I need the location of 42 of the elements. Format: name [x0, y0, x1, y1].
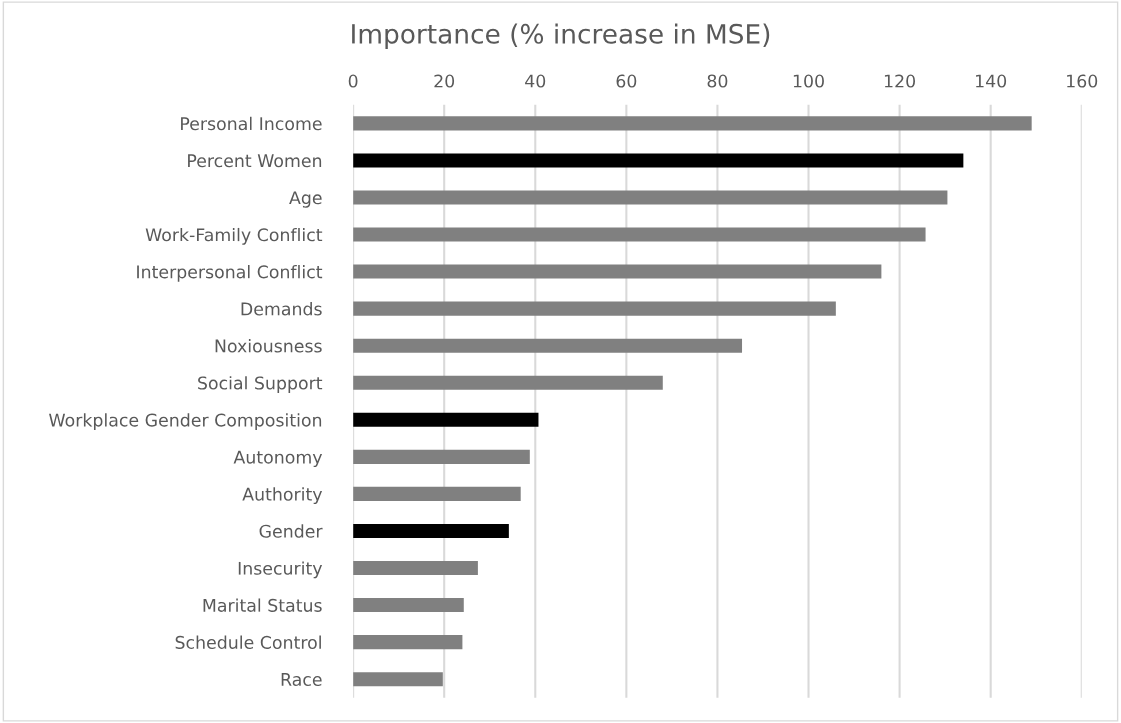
- y-tick-label: Personal Income: [181, 116, 322, 131]
- bar: [353, 301, 836, 316]
- x-tick-label: 140: [976, 74, 1007, 88]
- bar: [353, 523, 509, 538]
- x-tick-label: 40: [525, 74, 546, 88]
- y-tick-label: Social Support: [198, 376, 323, 393]
- bar: [353, 264, 882, 279]
- y-tick-label: Schedule Control: [175, 635, 321, 649]
- bar: [353, 375, 663, 390]
- bar: [353, 338, 743, 353]
- chart-title: Importance (% increase in MSE): [352, 23, 770, 49]
- y-tick-label: Age: [289, 191, 322, 208]
- y-tick-label: Interpersonal Conflict: [137, 264, 323, 282]
- x-tick-label: 60: [616, 74, 637, 88]
- bar: [353, 486, 521, 501]
- x-tick-label: 160: [1067, 74, 1098, 88]
- bar: [353, 116, 1032, 131]
- y-tick-label: Race: [281, 673, 322, 687]
- y-tick-label: Gender: [259, 524, 323, 538]
- x-tick-label: 20: [434, 74, 455, 88]
- x-tick-label: 0: [348, 74, 358, 88]
- bar: [353, 449, 530, 464]
- bar: [353, 598, 464, 613]
- y-tick-label: Autonomy: [233, 450, 323, 468]
- bar: [353, 560, 478, 576]
- y-tick-label: Workplace Gender Composition: [49, 413, 322, 430]
- bar: [353, 153, 964, 168]
- y-tick-label: Authority: [242, 487, 323, 505]
- bar: [353, 412, 539, 427]
- y-tick-label: Marital Status: [203, 598, 322, 612]
- x-tick-label: 80: [707, 74, 728, 88]
- y-tick-label: Demands: [241, 302, 322, 316]
- bar: [353, 635, 463, 650]
- bar: [353, 190, 948, 205]
- y-tick-label: Noxiousness: [215, 339, 322, 353]
- y-tick-label: Percent Women: [188, 154, 322, 168]
- bar: [353, 672, 443, 687]
- bar: [353, 227, 926, 242]
- x-tick-label: 100: [793, 74, 824, 88]
- x-tick-label: 120: [884, 74, 916, 88]
- y-tick-label: Insecurity: [238, 561, 323, 579]
- y-tick-label: Work-Family Conflict: [145, 227, 323, 245]
